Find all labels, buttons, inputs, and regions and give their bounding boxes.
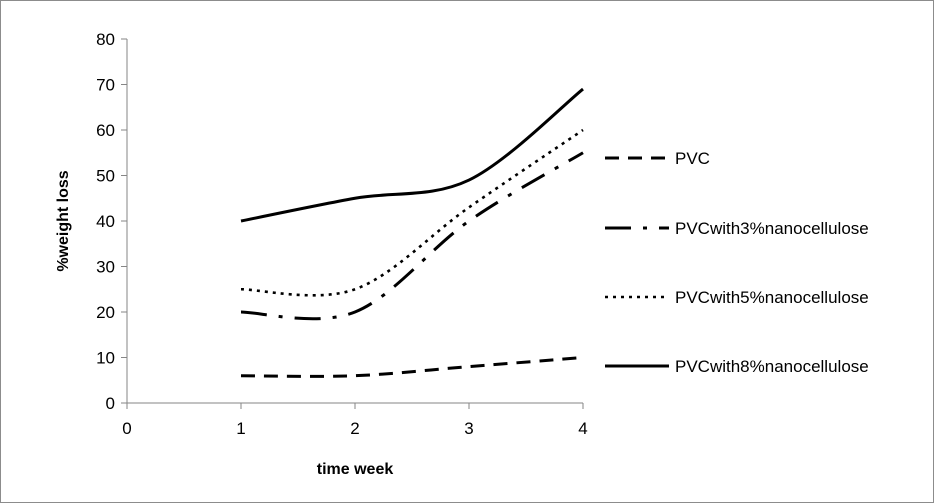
y-tick-label: 30 [96,258,115,277]
y-tick-label: 10 [96,349,115,368]
y-tick-label: 20 [96,303,115,322]
y-tick-label: 50 [96,167,115,186]
legend-label-pvc: PVC [675,149,710,168]
x-axis-title: time week [317,461,394,478]
x-tick-label: 1 [236,419,245,438]
series-line-pvcwith3-nanocellulose [240,151,584,321]
y-tick-label: 40 [96,212,115,231]
legend-label-pvcwith3-nanocellulose: PVCwith3%nanocellulose [675,219,869,238]
series-line-pvcwith8-nanocellulose [240,87,584,223]
y-tick-label: 60 [96,121,115,140]
legend-label-pvcwith5-nanocellulose: PVCwith5%nanocellulose [675,288,869,307]
y-tick-label: 80 [96,30,115,49]
x-tick-label: 4 [578,419,587,438]
series-lines [240,87,584,378]
legend: PVC PVCwith3%nanocellulose PVCwith5%nanoce… [605,149,869,376]
x-tick-label: 0 [122,419,131,438]
axes: 0 10 20 30 40 50 60 70 80 0 1 2 3 4 [96,30,588,438]
legend-label-pvcwith8-nanocellulose: PVCwith8%nanocellulose [675,357,869,376]
series-line-pvc [240,356,584,378]
x-tick-label: 2 [350,419,359,438]
x-tick-label: 3 [464,419,473,438]
y-tick-label: 0 [106,394,115,413]
y-tick-label: 70 [96,76,115,95]
y-axis-title: %weight loss [55,170,72,271]
